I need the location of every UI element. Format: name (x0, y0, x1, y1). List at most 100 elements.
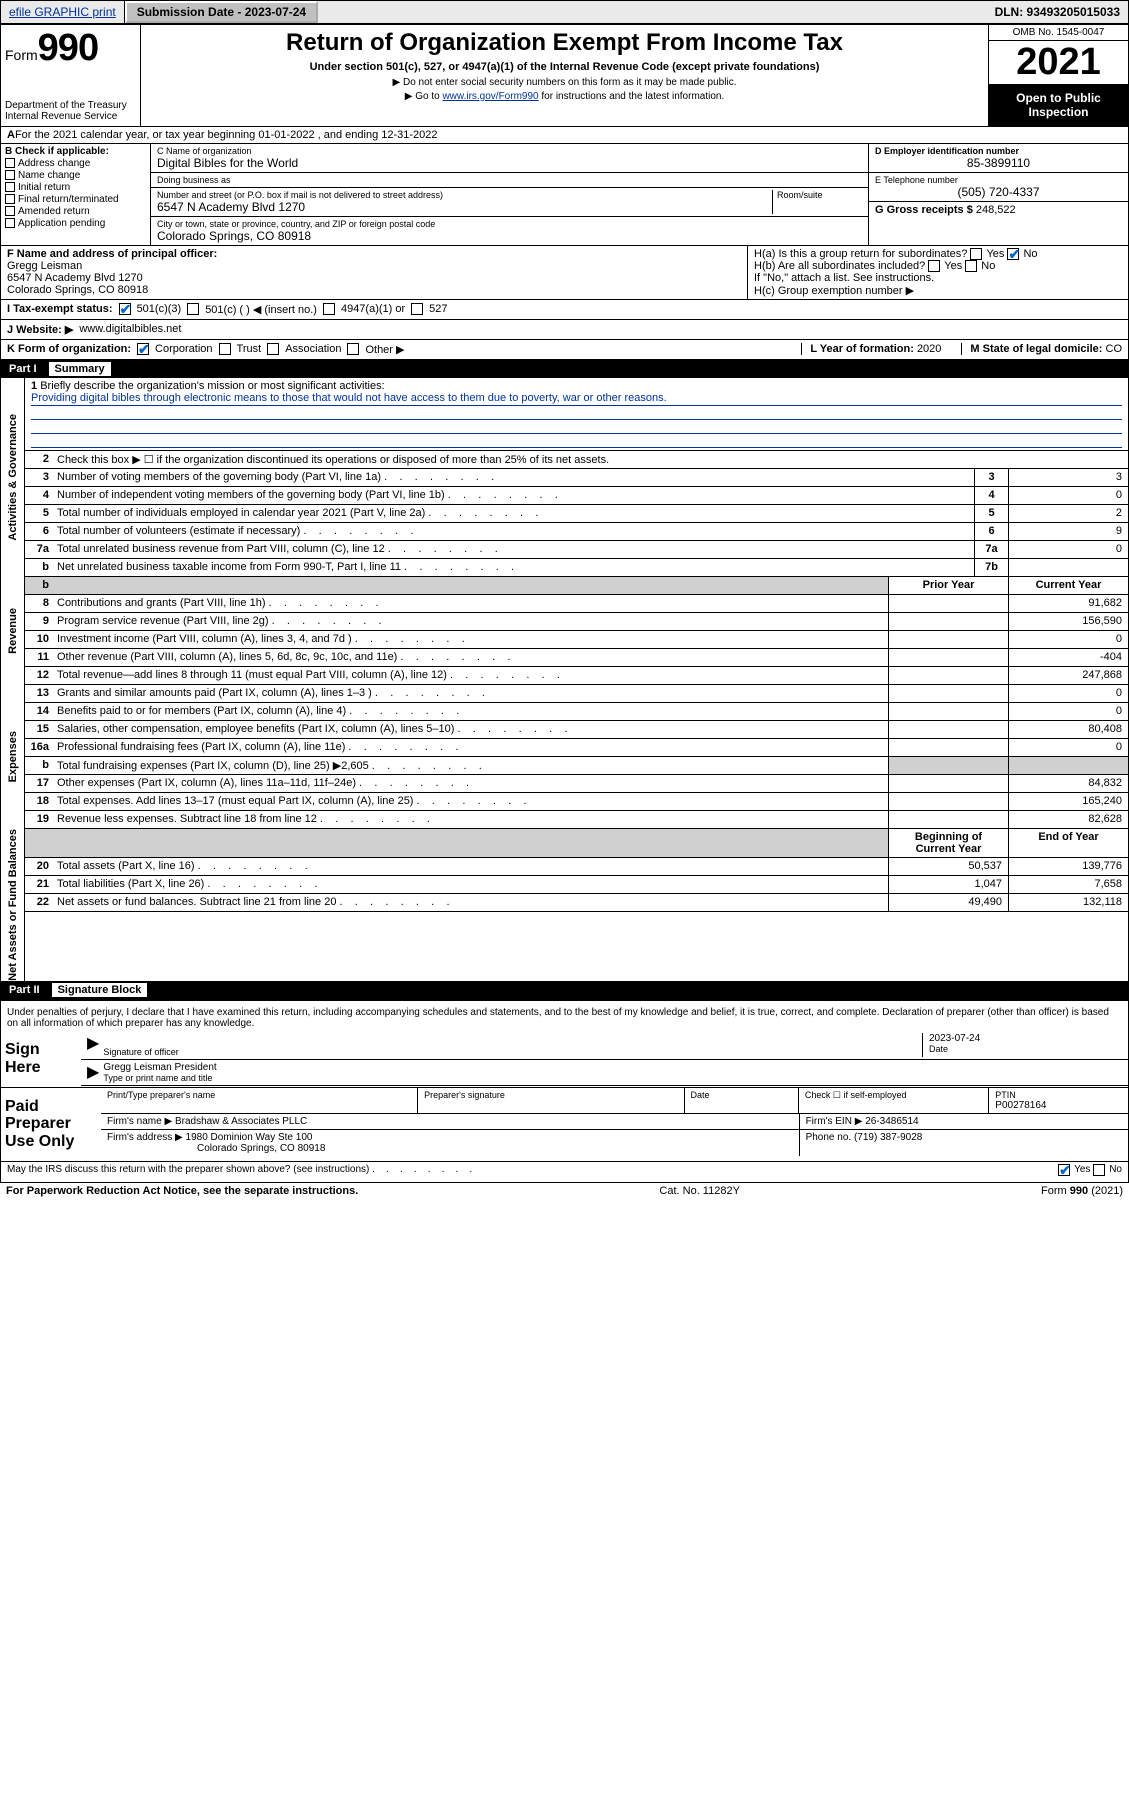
form-990-page: Form990 Department of the Treasury Inter… (0, 24, 1129, 1183)
open-inspection: Open to PublicInspection (989, 85, 1128, 126)
part1-netassets: Net Assets or Fund Balances Beginning of… (1, 829, 1128, 981)
section-f: F Name and address of principal officer:… (1, 246, 748, 299)
chk-corp[interactable] (137, 343, 149, 355)
header-left: Form990 Department of the Treasury Inter… (1, 25, 141, 126)
ptin-value: P00278164 (995, 1100, 1122, 1111)
sig-date: 2023-07-24 (929, 1033, 1122, 1044)
discuss-no[interactable] (1093, 1164, 1105, 1176)
line2: 2Check this box ▶ ☐ if the organization … (25, 451, 1128, 469)
firm-name: Bradshaw & Associates PLLC (175, 1116, 307, 1127)
org-name: Digital Bibles for the World (157, 156, 862, 170)
prep-sig-label: Preparer's signature (424, 1090, 677, 1100)
prep-name-label: Print/Type preparer's name (107, 1090, 411, 1100)
page-footer: For Paperwork Reduction Act Notice, see … (0, 1183, 1129, 1199)
signature-block: Under penalties of perjury, I declare th… (1, 999, 1128, 1182)
beginning-year-header: Beginning of Current Year (888, 829, 1008, 857)
tab-activities-governance: Activities & Governance (1, 378, 25, 577)
mission-label: Briefly describe the organization's miss… (40, 380, 384, 392)
officer-addr2: Colorado Springs, CO 80918 (7, 284, 741, 296)
current-year-header: Current Year (1008, 577, 1128, 594)
gov-row-5: 5Total number of individuals employed in… (25, 505, 1128, 523)
website-label: J Website: ▶ (7, 323, 73, 336)
ha-no[interactable] (1007, 248, 1019, 260)
gross-value: 248,522 (976, 204, 1016, 216)
rev-row-11: 11Other revenue (Part VIII, column (A), … (25, 649, 1128, 667)
ha-label: H(a) Is this a group return for subordin… (754, 248, 967, 260)
firm-ein-label: Firm's EIN ▶ (806, 1116, 863, 1127)
sig-officer-label: Signature of officer (103, 1047, 922, 1057)
org-name-label: C Name of organization (157, 146, 862, 156)
mission-text: Providing digital bibles through electro… (31, 392, 1122, 406)
na-row-21: 21Total liabilities (Part X, line 26)1,0… (25, 876, 1128, 894)
gov-row-b: bNet unrelated business taxable income f… (25, 559, 1128, 577)
city-label: City or town, state or province, country… (157, 219, 862, 229)
ha-yes[interactable] (970, 248, 982, 260)
form-org-label: K Form of organization: (7, 343, 131, 355)
chk-amended[interactable]: Amended return (5, 206, 146, 217)
website-value: www.digitalbibles.net (79, 323, 181, 335)
hb-yes[interactable] (928, 260, 940, 272)
street-value: 6547 N Academy Blvd 1270 (157, 200, 772, 214)
prep-date-label: Date (691, 1090, 792, 1100)
chk-4947[interactable] (323, 303, 335, 315)
dln-label: DLN: 93493205015033 (987, 1, 1128, 23)
chk-501c[interactable] (187, 303, 199, 315)
header-mid: Return of Organization Exempt From Incom… (141, 25, 988, 126)
form-label: Form (5, 47, 38, 63)
gov-row-6: 6Total number of volunteers (estimate if… (25, 523, 1128, 541)
irs-link[interactable]: www.irs.gov/Form990 (442, 91, 538, 102)
form-title: Return of Organization Exempt From Incom… (147, 29, 982, 57)
exp-row-14: 14Benefits paid to or for members (Part … (25, 703, 1128, 721)
officer-name-title: Gregg Leisman President (103, 1062, 1122, 1073)
sign-here-label: Sign Here (1, 1031, 81, 1087)
tab-revenue: Revenue (1, 577, 25, 685)
self-employed-check[interactable]: Check ☐ if self-employed (805, 1090, 982, 1101)
chk-initial-return[interactable]: Initial return (5, 182, 146, 193)
efile-label: efile GRAPHIC print (1, 1, 125, 23)
firm-phone-label: Phone no. (806, 1132, 852, 1143)
chk-other[interactable] (347, 343, 359, 355)
discuss-yes[interactable] (1058, 1164, 1070, 1176)
part2-header: Part II Signature Block (1, 981, 1128, 999)
ein-label: D Employer identification number (875, 146, 1122, 156)
discuss-label: May the IRS discuss this return with the… (7, 1164, 369, 1175)
footer-right: Form 990 (2021) (1041, 1185, 1123, 1197)
rev-row-9: 9Program service revenue (Part VIII, lin… (25, 613, 1128, 631)
ein-value: 85-3899110 (875, 156, 1122, 170)
chk-527[interactable] (411, 303, 423, 315)
exp-row-b: bTotal fundraising expenses (Part IX, co… (25, 757, 1128, 775)
exp-row-19: 19Revenue less expenses. Subtract line 1… (25, 811, 1128, 829)
year-formation-label: L Year of formation: (810, 343, 917, 355)
line-i: I Tax-exempt status: 501(c)(3) 501(c) ( … (1, 300, 1128, 320)
name-title-label: Type or print name and title (103, 1073, 1122, 1083)
perjury-declaration: Under penalties of perjury, I declare th… (1, 1005, 1128, 1031)
end-year-header: End of Year (1008, 829, 1128, 857)
part2-num: Part II (9, 984, 40, 996)
firm-addr1: 1980 Dominion Way Ste 100 (186, 1132, 313, 1143)
chk-app-pending[interactable]: Application pending (5, 218, 146, 229)
tax-status-label: I Tax-exempt status: (7, 303, 113, 315)
tab-expenses: Expenses (1, 685, 25, 829)
part1-body: Activities & Governance 1 Briefly descri… (1, 378, 1128, 577)
footer-mid: Cat. No. 11282Y (358, 1185, 1041, 1197)
section-b: B Check if applicable: Address change Na… (1, 144, 151, 245)
chk-final-return[interactable]: Final return/terminated (5, 194, 146, 205)
part1-header: Part I Summary (1, 360, 1128, 378)
chk-501c3[interactable] (119, 303, 131, 315)
efile-link[interactable]: efile GRAPHIC print (9, 5, 116, 19)
officer-addr1: 6547 N Academy Blvd 1270 (7, 272, 741, 284)
chk-trust[interactable] (219, 343, 231, 355)
hb-no[interactable] (965, 260, 977, 272)
header-right: OMB No. 1545-0047 2021 Open to PublicIns… (988, 25, 1128, 126)
domicile: CO (1106, 343, 1123, 355)
org-info-block: B Check if applicable: Address change Na… (1, 144, 1128, 246)
tax-year: 2021 (989, 41, 1128, 85)
chk-name-change[interactable]: Name change (5, 170, 146, 181)
gross-label: G Gross receipts $ (875, 204, 973, 216)
exp-row-17: 17Other expenses (Part IX, column (A), l… (25, 775, 1128, 793)
chk-address-change[interactable]: Address change (5, 158, 146, 169)
dba-label: Doing business as (157, 175, 862, 185)
firm-ein: 26-3486514 (865, 1116, 918, 1127)
chk-assoc[interactable] (267, 343, 279, 355)
section-b-title: B Check if applicable: (5, 146, 146, 157)
